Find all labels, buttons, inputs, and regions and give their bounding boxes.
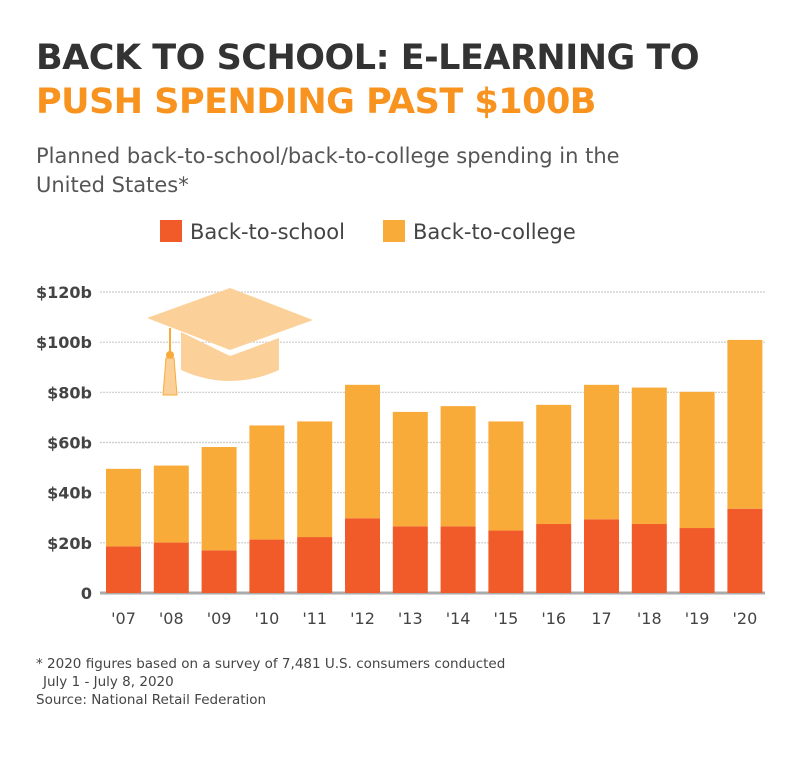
bar-college — [631, 387, 667, 525]
x-tick-label: '08 — [159, 609, 184, 628]
legend-label-college: Back-to-college — [412, 220, 576, 244]
x-tick-label: '12 — [350, 609, 375, 628]
bar-college — [345, 384, 380, 519]
y-tick-label: $80b — [47, 383, 92, 402]
legend-item-college: Back-to-college — [382, 220, 576, 244]
subtitle: Planned back-to-school/back-to-college s… — [36, 144, 620, 197]
x-tick-label: 17 — [591, 609, 611, 628]
bar-school — [727, 508, 763, 593]
legend-item-school: Back-to-school — [160, 220, 345, 244]
title-line-2: PUSH SPENDING PAST $100B — [36, 82, 596, 122]
x-tick-label: '07 — [111, 609, 136, 628]
y-tick-label: $40b — [47, 484, 92, 503]
source: Source: National Retail Federation — [36, 692, 267, 708]
bar-school — [488, 530, 524, 593]
y-tick-label: 0 — [81, 584, 92, 603]
bar-school — [249, 539, 285, 593]
x-tick-label: '15 — [494, 609, 519, 628]
bar-college — [488, 421, 524, 531]
legend-swatch-school — [160, 220, 182, 242]
bar-school — [345, 518, 380, 593]
bar-college — [297, 421, 333, 538]
bar-college — [106, 468, 141, 547]
x-tick-label: '14 — [446, 609, 471, 628]
x-tick-label: '09 — [207, 609, 232, 628]
legend: Back-to-school Back-to-college — [160, 220, 576, 244]
y-tick-label: $20b — [47, 534, 92, 553]
bar-school — [584, 519, 619, 593]
bar-college — [727, 339, 763, 509]
x-tick-label: '20 — [733, 609, 758, 628]
bar-college — [679, 391, 715, 529]
footnote: * 2020 figures based on a survey of 7,48… — [36, 655, 505, 709]
bar-school — [536, 524, 572, 593]
bar-school — [201, 550, 237, 593]
y-tick-label: $60b — [47, 434, 92, 453]
bar-college — [153, 465, 189, 543]
bar-school — [679, 528, 715, 593]
bar-college — [536, 404, 572, 525]
bar-college — [584, 384, 619, 520]
title-line-1: BACK TO SCHOOL: E-LEARNING TO — [36, 38, 700, 78]
x-tick-label: '16 — [541, 609, 566, 628]
x-tick-label: '13 — [398, 609, 423, 628]
footnote-line-2: July 1 - July 8, 2020 — [43, 674, 174, 690]
bar-college — [392, 411, 428, 527]
x-tick-label: '19 — [685, 609, 710, 628]
y-tick-label: $120b — [36, 283, 92, 302]
footnote-line-1: * 2020 figures based on a survey of 7,48… — [36, 656, 506, 672]
bar-school — [106, 546, 141, 593]
legend-swatch-college — [382, 220, 405, 242]
bar-school — [392, 526, 428, 593]
bar-school — [631, 524, 667, 593]
y-tick-label: $100b — [36, 333, 92, 352]
bar-college — [249, 425, 285, 540]
x-tick-label: '10 — [255, 609, 280, 628]
x-tick-label: '18 — [637, 609, 662, 628]
legend-label-school: Back-to-school — [190, 220, 345, 244]
graduation-cap-icon — [147, 288, 313, 396]
bar-school — [153, 542, 189, 593]
x-tick-label: '11 — [302, 609, 327, 628]
bar-college — [440, 406, 476, 527]
bar-school — [440, 526, 476, 593]
bar-school — [297, 537, 333, 593]
bar-college — [201, 447, 237, 551]
